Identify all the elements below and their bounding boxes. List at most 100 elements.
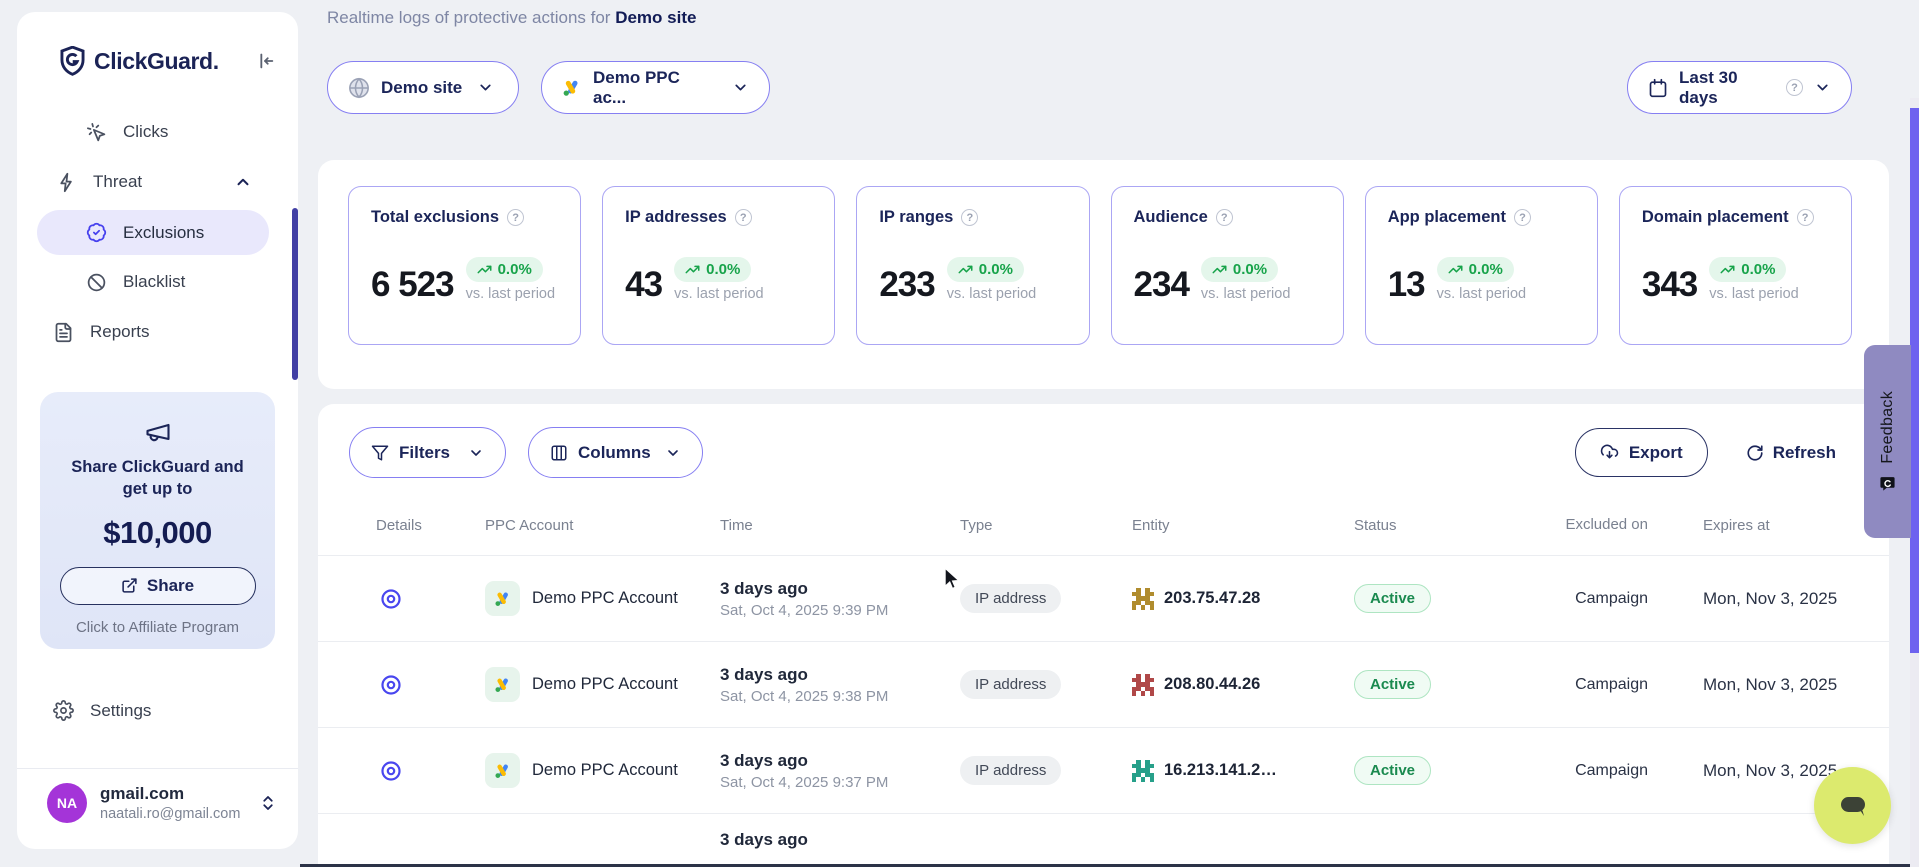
refresh-icon — [1746, 444, 1764, 462]
stat-card-ip-addresses: IP addresses? 43 0.0% vs. last period — [602, 186, 835, 345]
globe-icon — [348, 77, 370, 99]
sidebar-item-label: Threat — [93, 172, 142, 192]
details-eye-icon[interactable] — [379, 673, 403, 697]
ppc-account-name: Demo PPC Account — [532, 761, 678, 780]
stat-label: Total exclusions — [371, 208, 499, 227]
refresh-button-label: Refresh — [1773, 443, 1836, 463]
details-eye-icon[interactable] — [379, 759, 403, 783]
date-range-value: Last 30 days — [1679, 68, 1775, 108]
help-icon[interactable]: ? — [1786, 79, 1803, 96]
stat-value: 233 — [879, 267, 934, 302]
chevron-down-icon — [477, 79, 494, 96]
columns-button-label: Columns — [578, 443, 651, 463]
entity-identicon — [1132, 760, 1154, 782]
table-row-partial: 3 days ago — [318, 814, 1889, 867]
entity-value: 16.213.141.2… — [1164, 761, 1277, 780]
column-header-entity: Entity — [1132, 517, 1354, 534]
time-relative: 3 days ago — [720, 579, 960, 599]
ppc-account-name: Demo PPC Account — [532, 675, 678, 694]
columns-button[interactable]: Columns — [528, 427, 703, 478]
stat-change: 0.0% — [498, 261, 532, 278]
ban-icon — [86, 272, 107, 293]
filters-button[interactable]: Filters — [349, 427, 506, 478]
help-icon[interactable]: ? — [961, 209, 978, 226]
account-switcher[interactable]: NA gmail.com naatali.ro@gmail.com — [47, 783, 277, 823]
export-button[interactable]: Export — [1575, 428, 1708, 477]
avatar: NA — [47, 783, 87, 823]
sidebar-collapse-icon[interactable] — [254, 50, 276, 72]
export-button-label: Export — [1629, 443, 1683, 463]
page-title: Realtime logs of protective actions for … — [327, 8, 696, 28]
feedback-label: Feedback — [1879, 391, 1897, 464]
help-icon[interactable]: ? — [1514, 209, 1531, 226]
affiliate-promo-card[interactable]: Share ClickGuard and get up to $10,000 S… — [40, 392, 275, 649]
google-ads-icon — [562, 78, 582, 98]
site-selector[interactable]: Demo site — [327, 61, 519, 114]
sidebar-item-label: Reports — [90, 322, 150, 342]
excluded-on-value: Campaign — [1558, 590, 1648, 608]
trend-up-icon — [1212, 262, 1227, 277]
date-range-selector[interactable]: Last 30 days ? — [1627, 61, 1852, 114]
help-icon[interactable]: ? — [1797, 209, 1814, 226]
badge-check-icon — [86, 222, 107, 243]
stat-compare-label: vs. last period — [466, 286, 555, 302]
time-absolute: Sat, Oct 4, 2025 9:37 PM — [720, 774, 960, 791]
entity-value: 208.80.44.26 — [1164, 675, 1260, 694]
settings-label: Settings — [90, 701, 151, 721]
table-header-row: Details PPC Account Time Type Entity Sta… — [318, 496, 1889, 556]
stat-compare-label: vs. last period — [1201, 286, 1290, 302]
stat-card-total-exclusions: Total exclusions? 6 523 0.0% vs. last pe… — [348, 186, 581, 345]
ppc-account-selector[interactable]: Demo PPC ac... — [541, 61, 770, 114]
stat-value: 43 — [625, 267, 662, 302]
refresh-button[interactable]: Refresh — [1746, 443, 1836, 463]
stat-change: 0.0% — [1741, 261, 1775, 278]
share-button[interactable]: Share — [60, 567, 256, 605]
sidebar-item-clicks[interactable]: Clicks — [86, 111, 276, 153]
trend-up-icon — [958, 262, 973, 277]
gear-icon — [53, 700, 74, 721]
help-icon[interactable]: ? — [735, 209, 752, 226]
type-chip: IP address — [960, 584, 1061, 613]
stat-label: IP ranges — [879, 208, 953, 227]
table-row: Demo PPC Account 3 days agoSat, Oct 4, 2… — [318, 556, 1889, 642]
type-chip: IP address — [960, 756, 1061, 785]
sidebar-item-settings[interactable]: Settings — [53, 700, 151, 721]
clickguard-logo-icon — [59, 46, 86, 76]
megaphone-icon — [144, 418, 172, 446]
status-badge: Active — [1354, 584, 1431, 613]
chevron-up-icon — [234, 173, 252, 191]
sidebar-item-reports[interactable]: Reports — [53, 311, 276, 353]
promo-text-line2: get up to — [40, 478, 275, 500]
status-badge: Active — [1354, 670, 1431, 699]
entity-identicon — [1132, 588, 1154, 610]
sidebar-item-blacklist[interactable]: Blacklist — [86, 261, 276, 303]
stat-value: 13 — [1388, 267, 1425, 302]
sidebar-item-exclusions[interactable]: Exclusions — [37, 210, 269, 255]
feedback-tab[interactable]: Feedback — [1864, 345, 1911, 538]
stat-label: IP addresses — [625, 208, 727, 227]
sidebar-scrollbar[interactable] — [292, 208, 298, 380]
type-chip: IP address — [960, 670, 1061, 699]
site-selector-value: Demo site — [381, 78, 462, 98]
stat-card-domain-placement: Domain placement? 343 0.0% vs. last peri… — [1619, 186, 1852, 345]
details-eye-icon[interactable] — [379, 587, 403, 611]
sidebar-item-threat[interactable]: Threat — [56, 161, 276, 203]
column-header-type: Type — [960, 517, 1132, 534]
help-icon[interactable]: ? — [1216, 209, 1233, 226]
stat-change: 0.0% — [1233, 261, 1267, 278]
stat-change: 0.0% — [706, 261, 740, 278]
page-scrollbar-thumb[interactable] — [1910, 108, 1919, 653]
expires-at-value: Mon, Nov 3, 2025 — [1648, 675, 1889, 695]
google-ads-icon — [485, 581, 520, 616]
stat-compare-label: vs. last period — [674, 286, 763, 302]
ppc-account-name: Demo PPC Account — [532, 589, 678, 608]
stat-card-ip-ranges: IP ranges? 233 0.0% vs. last period — [856, 186, 1089, 345]
chevron-down-icon — [665, 445, 681, 461]
time-relative: 3 days ago — [720, 830, 960, 850]
chat-launcher-button[interactable] — [1814, 767, 1891, 844]
help-icon[interactable]: ? — [507, 209, 524, 226]
stat-card-app-placement: App placement? 13 0.0% vs. last period — [1365, 186, 1598, 345]
external-link-icon — [121, 577, 138, 594]
chevron-down-icon — [468, 445, 484, 461]
stat-value: 343 — [1642, 267, 1697, 302]
